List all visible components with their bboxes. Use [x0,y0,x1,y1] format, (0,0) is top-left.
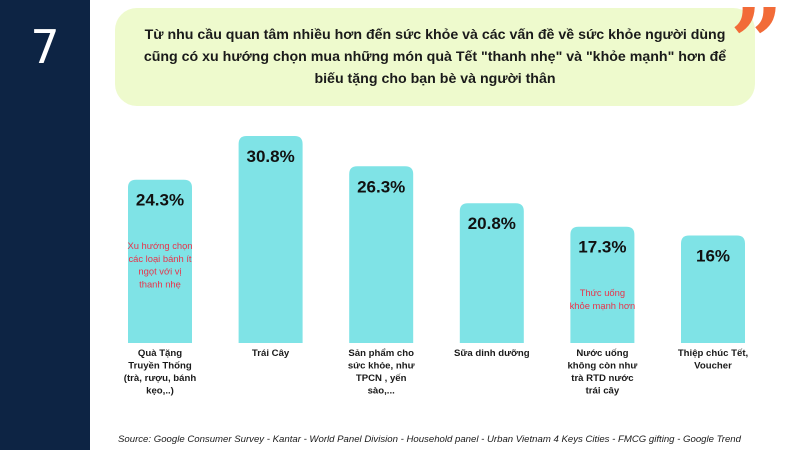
annotation-1: Thức uống khỏe mạnh hơn [570,287,636,311]
annotation-line: ngọt với vị [138,266,181,277]
category-label-line: Sữa dinh dưỡng [454,348,530,359]
category-label-line: sào,... [368,386,395,397]
value-label-3: 20.8% [468,214,516,233]
headline-text: Từ nhu cầu quan tâm nhiều hơn đến sức kh… [143,27,727,87]
source-text: Source: Google Consumer Survey - Kantar … [118,434,741,445]
category-label-2: Sản phẩm cho sức khỏe, như TPCN , yến sào,.… [348,348,415,397]
value-label-4: 17.3% [578,238,626,257]
annotation-line: Thức uống [580,287,625,298]
category-label-line: Sản phẩm cho [348,348,414,359]
bar-0 [128,179,192,343]
annotation-0: Xu hướng chọn các loại bánh ít ngọt với vị… [127,240,192,289]
value-label-0: 24.3% [136,191,184,210]
sidebar: 7 [0,0,90,450]
category-label-line: không còn như [567,361,637,372]
category-label-line: trái cây [586,386,620,397]
bar-5 [681,235,745,343]
annotation-line: các loại bánh ít [128,253,191,264]
annotation-line: Xu hướng chọn [127,240,192,251]
category-label-line: TPCN , yến [356,373,407,384]
category-label-5: Thiệp chúc Tết, Voucher [678,348,749,372]
value-label-1: 30.8% [246,147,294,166]
category-label-line: Thiệp chúc Tết, [678,348,749,359]
value-label-5: 16% [696,246,730,265]
category-label-line: sức khỏe, như [348,361,415,372]
value-label-2: 26.3% [357,177,405,196]
category-label-line: trà RTD nước [571,373,634,384]
category-label-line: (trà, rượu, bánh [124,373,197,384]
quote-icon: ” [730,0,783,96]
bar-1 [238,136,303,343]
annotation-line: khỏe mạnh hơn [570,300,636,311]
category-label-line: Trái Cây [252,348,290,359]
category-label-line: Truyền Thống [128,361,192,372]
category-label-line: kẹo,..) [146,386,174,397]
bar-2 [349,166,414,343]
category-label-3: Sữa dinh dưỡng [454,348,530,359]
category-label-1: Trái Cây [252,348,290,359]
category-label-line: Quà Tặng [138,348,182,359]
category-label-line: Nước uống [576,348,628,359]
category-label-line: Voucher [694,361,732,372]
slide-number: 7 [30,20,60,74]
category-label-4: Nước uống không còn như trà RTD nước trái c… [567,348,637,397]
bar-4 [570,226,635,343]
bar-3 [459,203,524,343]
annotation-line: thanh nhẹ [139,278,181,289]
category-label-0: Quà Tặng Truyền Thống (trà, rượu, bánh kẹo,… [124,348,197,397]
headline-box: Từ nhu cầu quan tâm nhiều hơn đến sức kh… [115,8,755,106]
